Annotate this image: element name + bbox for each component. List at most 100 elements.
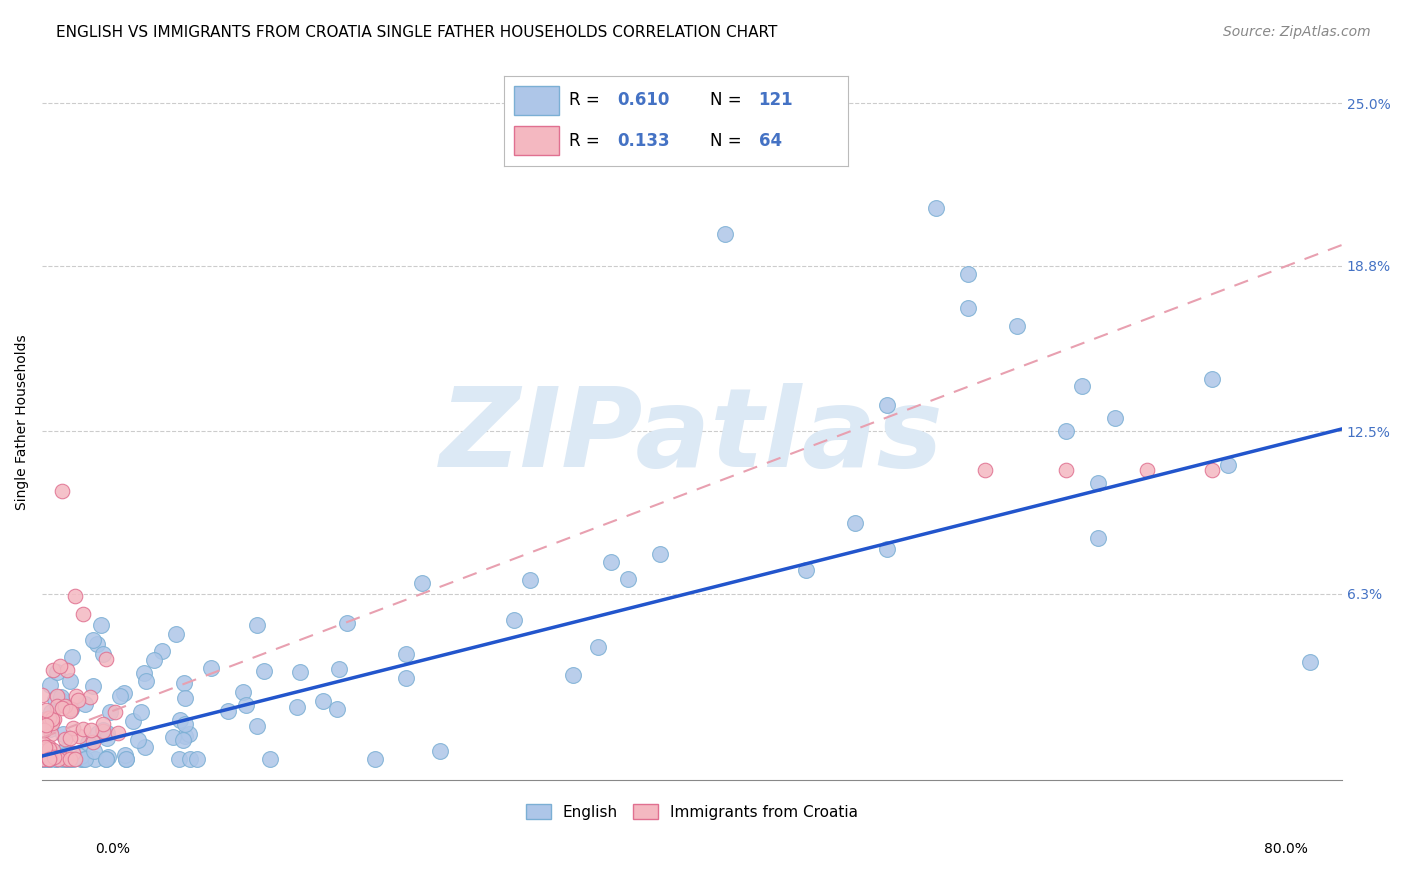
Point [142,653,165,667]
Point [1054,424,1077,438]
Point [49,690,72,704]
Point [56,663,79,677]
Point [648,547,671,561]
Point [174,730,197,744]
Point [395,671,418,685]
Point [108,689,131,703]
Point [31,744,53,758]
Point [42,712,65,726]
Point [586,640,609,654]
Point [72,607,94,622]
Point [35,718,58,732]
Point [1087,532,1109,546]
Point [45,690,67,704]
Point [69,751,91,765]
Point [876,398,898,412]
Point [519,574,541,588]
Point [39,678,62,692]
Point [67,693,90,707]
Point [162,730,184,744]
Point [114,748,136,763]
Point [53,699,76,714]
Point [177,727,200,741]
Point [46,665,69,679]
Point [94,651,117,665]
Point [53,747,76,762]
Point [1218,458,1240,472]
Point [55,751,77,765]
Point [32,745,55,759]
Point [44,692,66,706]
Point [80,723,103,737]
Point [63,751,86,765]
Point [1005,319,1028,334]
Point [794,563,817,577]
Point [32,741,55,756]
Point [59,731,82,745]
Point [39,750,62,764]
Point [67,729,90,743]
Point [107,726,129,740]
Point [395,647,418,661]
Point [246,618,269,632]
Point [82,632,104,647]
Point [32,747,55,761]
Point [1087,476,1109,491]
Point [97,750,120,764]
Point [32,751,55,765]
Point [114,751,136,765]
Point [39,751,62,765]
Point [876,541,898,556]
Point [51,484,73,499]
Point [62,746,84,760]
Point [114,686,136,700]
Point [48,659,70,673]
Point [336,615,359,630]
Point [53,732,76,747]
Point [53,744,76,758]
Point [1071,379,1094,393]
Point [134,666,156,681]
Point [32,751,55,765]
Text: 80.0%: 80.0% [1264,842,1308,855]
Point [39,749,62,764]
Point [311,694,333,708]
Point [32,723,55,738]
Point [59,674,82,689]
Point [59,751,82,765]
Point [39,705,62,719]
Point [186,751,208,765]
Point [32,738,55,752]
Point [121,714,143,729]
Point [150,644,173,658]
Point [38,711,60,725]
Point [35,751,58,765]
Point [75,697,97,711]
Point [91,717,114,731]
Point [79,690,101,705]
Point [46,751,69,765]
Point [45,751,67,765]
Point [1201,463,1223,477]
Point [32,751,55,765]
Point [60,650,83,665]
Point [39,722,62,736]
Point [38,751,60,765]
Point [63,589,86,603]
Y-axis label: Single Father Households: Single Father Households [15,334,30,509]
Point [91,723,114,737]
Point [55,751,77,765]
Point [38,741,60,756]
Point [957,301,980,315]
Point [179,751,201,765]
Point [41,743,63,757]
Point [62,751,84,765]
Point [82,735,104,749]
Point [59,751,82,765]
Point [51,698,73,712]
Point [925,201,948,215]
Text: ZIPatlas: ZIPatlas [440,383,943,490]
Point [169,713,191,727]
Point [42,750,65,764]
Point [246,719,269,733]
